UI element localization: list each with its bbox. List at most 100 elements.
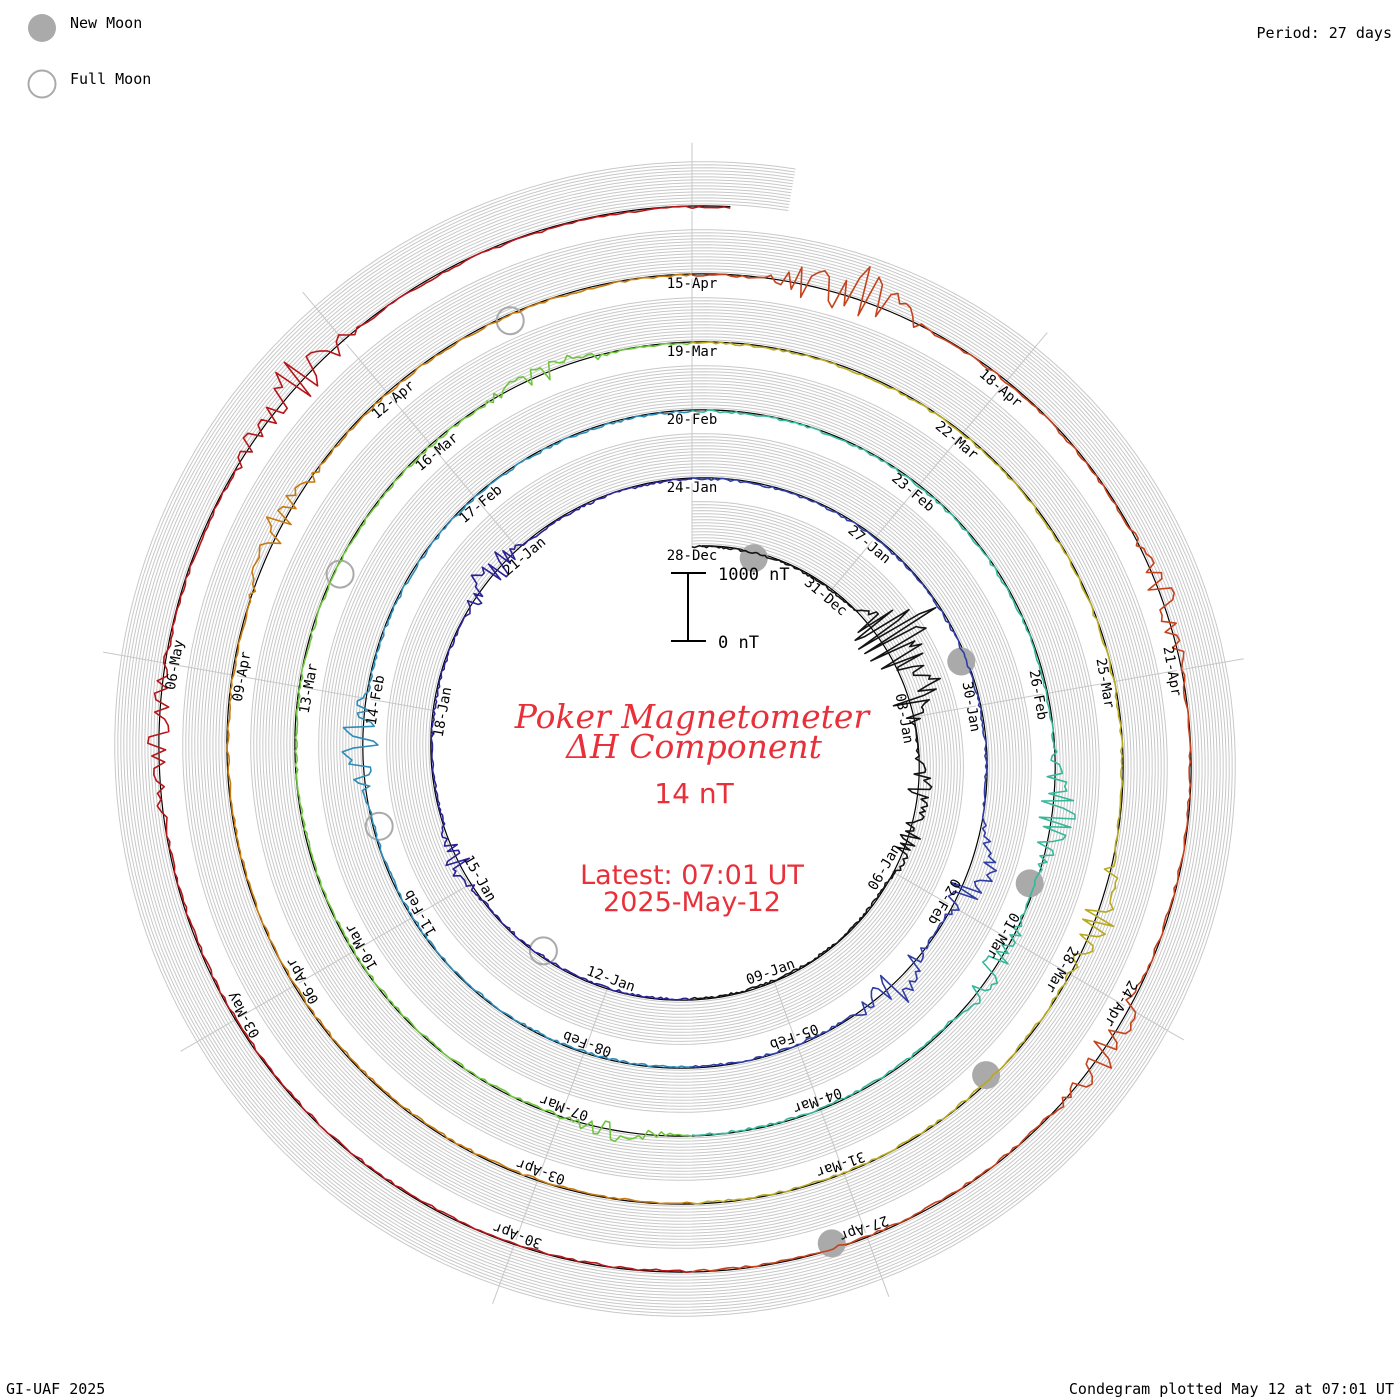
grid-spiral [150,197,1200,1281]
radial-gridline [515,1178,539,1241]
radial-gridline [415,882,473,916]
full-moon-marker [364,811,394,841]
radial-gridline [477,500,520,551]
trace-segment [691,409,1076,1137]
date-label: 15-Apr [667,276,718,292]
radial-gridline [1127,1006,1185,1041]
radial-gridline [873,488,917,540]
full-moon-legend-label: Full Moon [70,70,151,88]
trace-segment [430,478,693,1001]
spiral-grid [102,142,1244,1317]
date-label: 30-Jan [959,681,984,734]
radial-gridline [917,436,961,488]
radial-gridline [978,693,1043,706]
grid-spiral [138,185,1212,1293]
new-moon-legend-label: New Moon [70,14,142,32]
grid-spiral [144,191,1206,1287]
radial-gridline [538,1114,562,1177]
radial-gridline [1045,681,1110,695]
scale-bottom-label: 0 nT [718,633,759,653]
radial-gridline [303,687,369,700]
radial-gridline [302,291,345,343]
grid-spiral [153,200,1197,1278]
trace-segment [341,410,693,1069]
full-moon-legend-icon [27,69,57,99]
radial-gridline [911,705,977,718]
trace-segment [294,341,693,1143]
trace-segment [691,205,731,210]
latest-time: Latest: 07:01 UT [580,860,804,891]
date-label: 12-Jan [584,963,637,995]
period-label: Period: 27 days [1257,24,1392,42]
date-label: 28-Dec [667,548,718,564]
new-moon-marker [972,1061,1001,1090]
magnetometer-traces [147,205,1192,1273]
scale-bar: 1000 nT 0 nT [671,565,790,653]
grid-spiral [120,167,1230,1311]
radial-gridline [585,986,609,1049]
radial-gridline [298,950,356,984]
radial-gridline [180,1018,238,1052]
date-label: 26-Feb [1026,669,1051,722]
radial-gridline [1068,972,1126,1007]
scale-top-label: 1000 nT [718,565,790,585]
trace-segment [691,266,1192,1273]
radial-gridline [842,1171,867,1233]
radial-gridline [433,448,477,499]
grid-spiral [135,182,1215,1296]
radial-gridline [102,651,168,664]
current-value: 14 nT [654,777,734,810]
trace-segment [226,273,693,1205]
new-moon-marker [817,1229,846,1258]
footer-plotted: Condegram plotted May 12 at 07:01 UT [1069,1380,1394,1398]
grid-spiral [117,164,1233,1314]
radial-gridline [830,540,873,592]
trace-segment [691,477,998,1069]
trace-segment [691,544,941,1000]
radial-gridline [1112,670,1177,683]
grid-spiral [147,194,1203,1284]
grid-spiral [123,170,1227,1308]
footer-credit: GI-UAF 2025 [6,1380,105,1398]
new-moon-legend-icon [28,14,56,42]
radial-gridline [236,675,302,688]
radial-gridline [961,384,1004,435]
date-label: 19-Mar [667,344,718,360]
latest-date: 2025-May-12 [603,887,781,918]
radial-gridline [1005,332,1048,383]
radial-gridline [1179,658,1244,671]
full-moon-marker [325,559,355,589]
baseline-spiral [158,205,1192,1273]
date-label: 31-Dec [801,575,850,620]
date-label: 03-Jan [892,692,917,745]
date-label: 08-Feb [561,1027,614,1059]
chart-subtitle: ΔH Component [564,727,823,766]
radial-gridline [357,916,414,950]
radial-gridline [866,1235,890,1297]
date-label: 20-Feb [667,412,718,428]
grid-spiral [129,176,1221,1302]
date-label: 24-Jan [667,480,718,496]
radial-gridline [561,1050,586,1113]
radial-gridline [492,1242,516,1304]
radial-gridline [389,395,433,447]
new-moon-marker [947,647,976,676]
grid-spiral [126,173,1224,1305]
moon-markers [325,306,1044,1258]
radial-gridline [950,904,1008,939]
full-moon-marker [528,936,558,966]
grid-spiral [141,188,1209,1290]
grid-spiral [132,179,1218,1299]
date-label: 18-Jan [431,686,456,739]
trace-segment [691,341,1124,1205]
trace-segment [147,205,693,1273]
radial-gridline [819,1107,843,1170]
radial-gridline [169,663,235,676]
chart-title: Poker Magnetometer [514,697,872,736]
radial-gridline [239,984,297,1018]
radial-gridline [346,343,389,395]
radial-gridline [773,979,797,1042]
full-moon-marker [495,306,525,336]
radial-gridline [1009,938,1067,973]
